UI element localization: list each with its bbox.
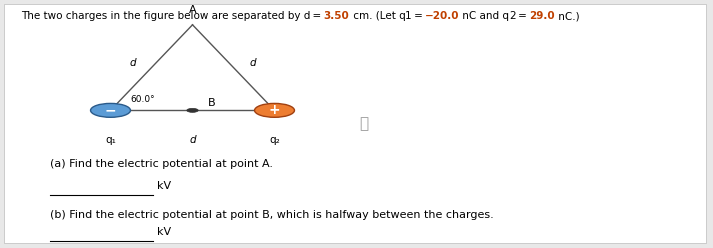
Circle shape — [187, 108, 198, 112]
Text: −20.0: −20.0 — [425, 11, 459, 21]
Text: cm. (Let q: cm. (Let q — [349, 11, 405, 21]
Circle shape — [255, 103, 294, 117]
Text: q₁: q₁ — [105, 135, 116, 145]
Circle shape — [91, 103, 130, 117]
Text: ⓘ: ⓘ — [359, 117, 368, 131]
Text: q₂: q₂ — [269, 135, 280, 145]
Text: 60.0°: 60.0° — [130, 95, 155, 104]
Text: 3.50: 3.50 — [324, 11, 349, 21]
Text: =: = — [412, 11, 425, 21]
Text: A: A — [189, 5, 196, 15]
Text: nC.): nC.) — [555, 11, 579, 21]
Text: d: d — [129, 58, 135, 68]
Text: d: d — [250, 58, 256, 68]
Text: 1: 1 — [405, 11, 412, 21]
Text: 2: 2 — [509, 11, 516, 21]
FancyBboxPatch shape — [4, 4, 706, 243]
Text: kV: kV — [157, 181, 171, 191]
Text: The two charges in the figure below are separated by d =: The two charges in the figure below are … — [21, 11, 324, 21]
Text: (b) Find the electric potential at point B, which is halfway between the charges: (b) Find the electric potential at point… — [50, 210, 493, 219]
Text: +: + — [269, 103, 280, 117]
Text: 29.0: 29.0 — [529, 11, 555, 21]
Text: (a) Find the electric potential at point A.: (a) Find the electric potential at point… — [50, 159, 273, 169]
Text: −: − — [105, 103, 116, 117]
Text: kV: kV — [157, 227, 171, 237]
Text: d: d — [189, 135, 196, 145]
Text: =: = — [516, 11, 529, 21]
Text: nC and q: nC and q — [459, 11, 509, 21]
Text: B: B — [208, 98, 216, 108]
